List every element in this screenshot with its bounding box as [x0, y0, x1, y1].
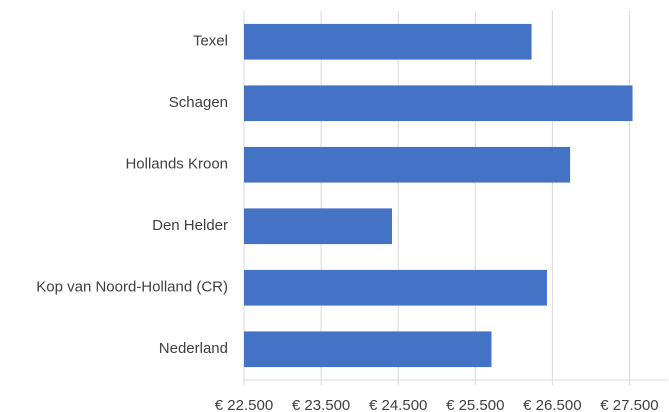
y-tick-label: Texel — [193, 33, 228, 50]
y-tick-label: Schagen — [169, 94, 228, 111]
x-tick-label: € 27.500 — [600, 397, 658, 412]
bar — [244, 269, 547, 306]
x-tick-label: € 25.500 — [446, 397, 504, 412]
x-tick-label: € 23.500 — [292, 397, 350, 412]
y-tick-label: Den Helder — [152, 217, 228, 234]
bar — [244, 208, 393, 245]
x-tick-label: € 22.500 — [215, 397, 273, 412]
x-tick-label: € 26.500 — [523, 397, 581, 412]
bar — [244, 331, 492, 368]
y-tick-label: Kop van Noord-Holland (CR) — [36, 279, 228, 296]
x-tick-label: € 24.500 — [369, 397, 427, 412]
bar — [244, 146, 571, 183]
bar — [244, 23, 532, 60]
bar — [244, 85, 633, 122]
y-tick-label: Nederland — [159, 340, 228, 357]
y-tick-label: Hollands Kroon — [125, 156, 228, 173]
